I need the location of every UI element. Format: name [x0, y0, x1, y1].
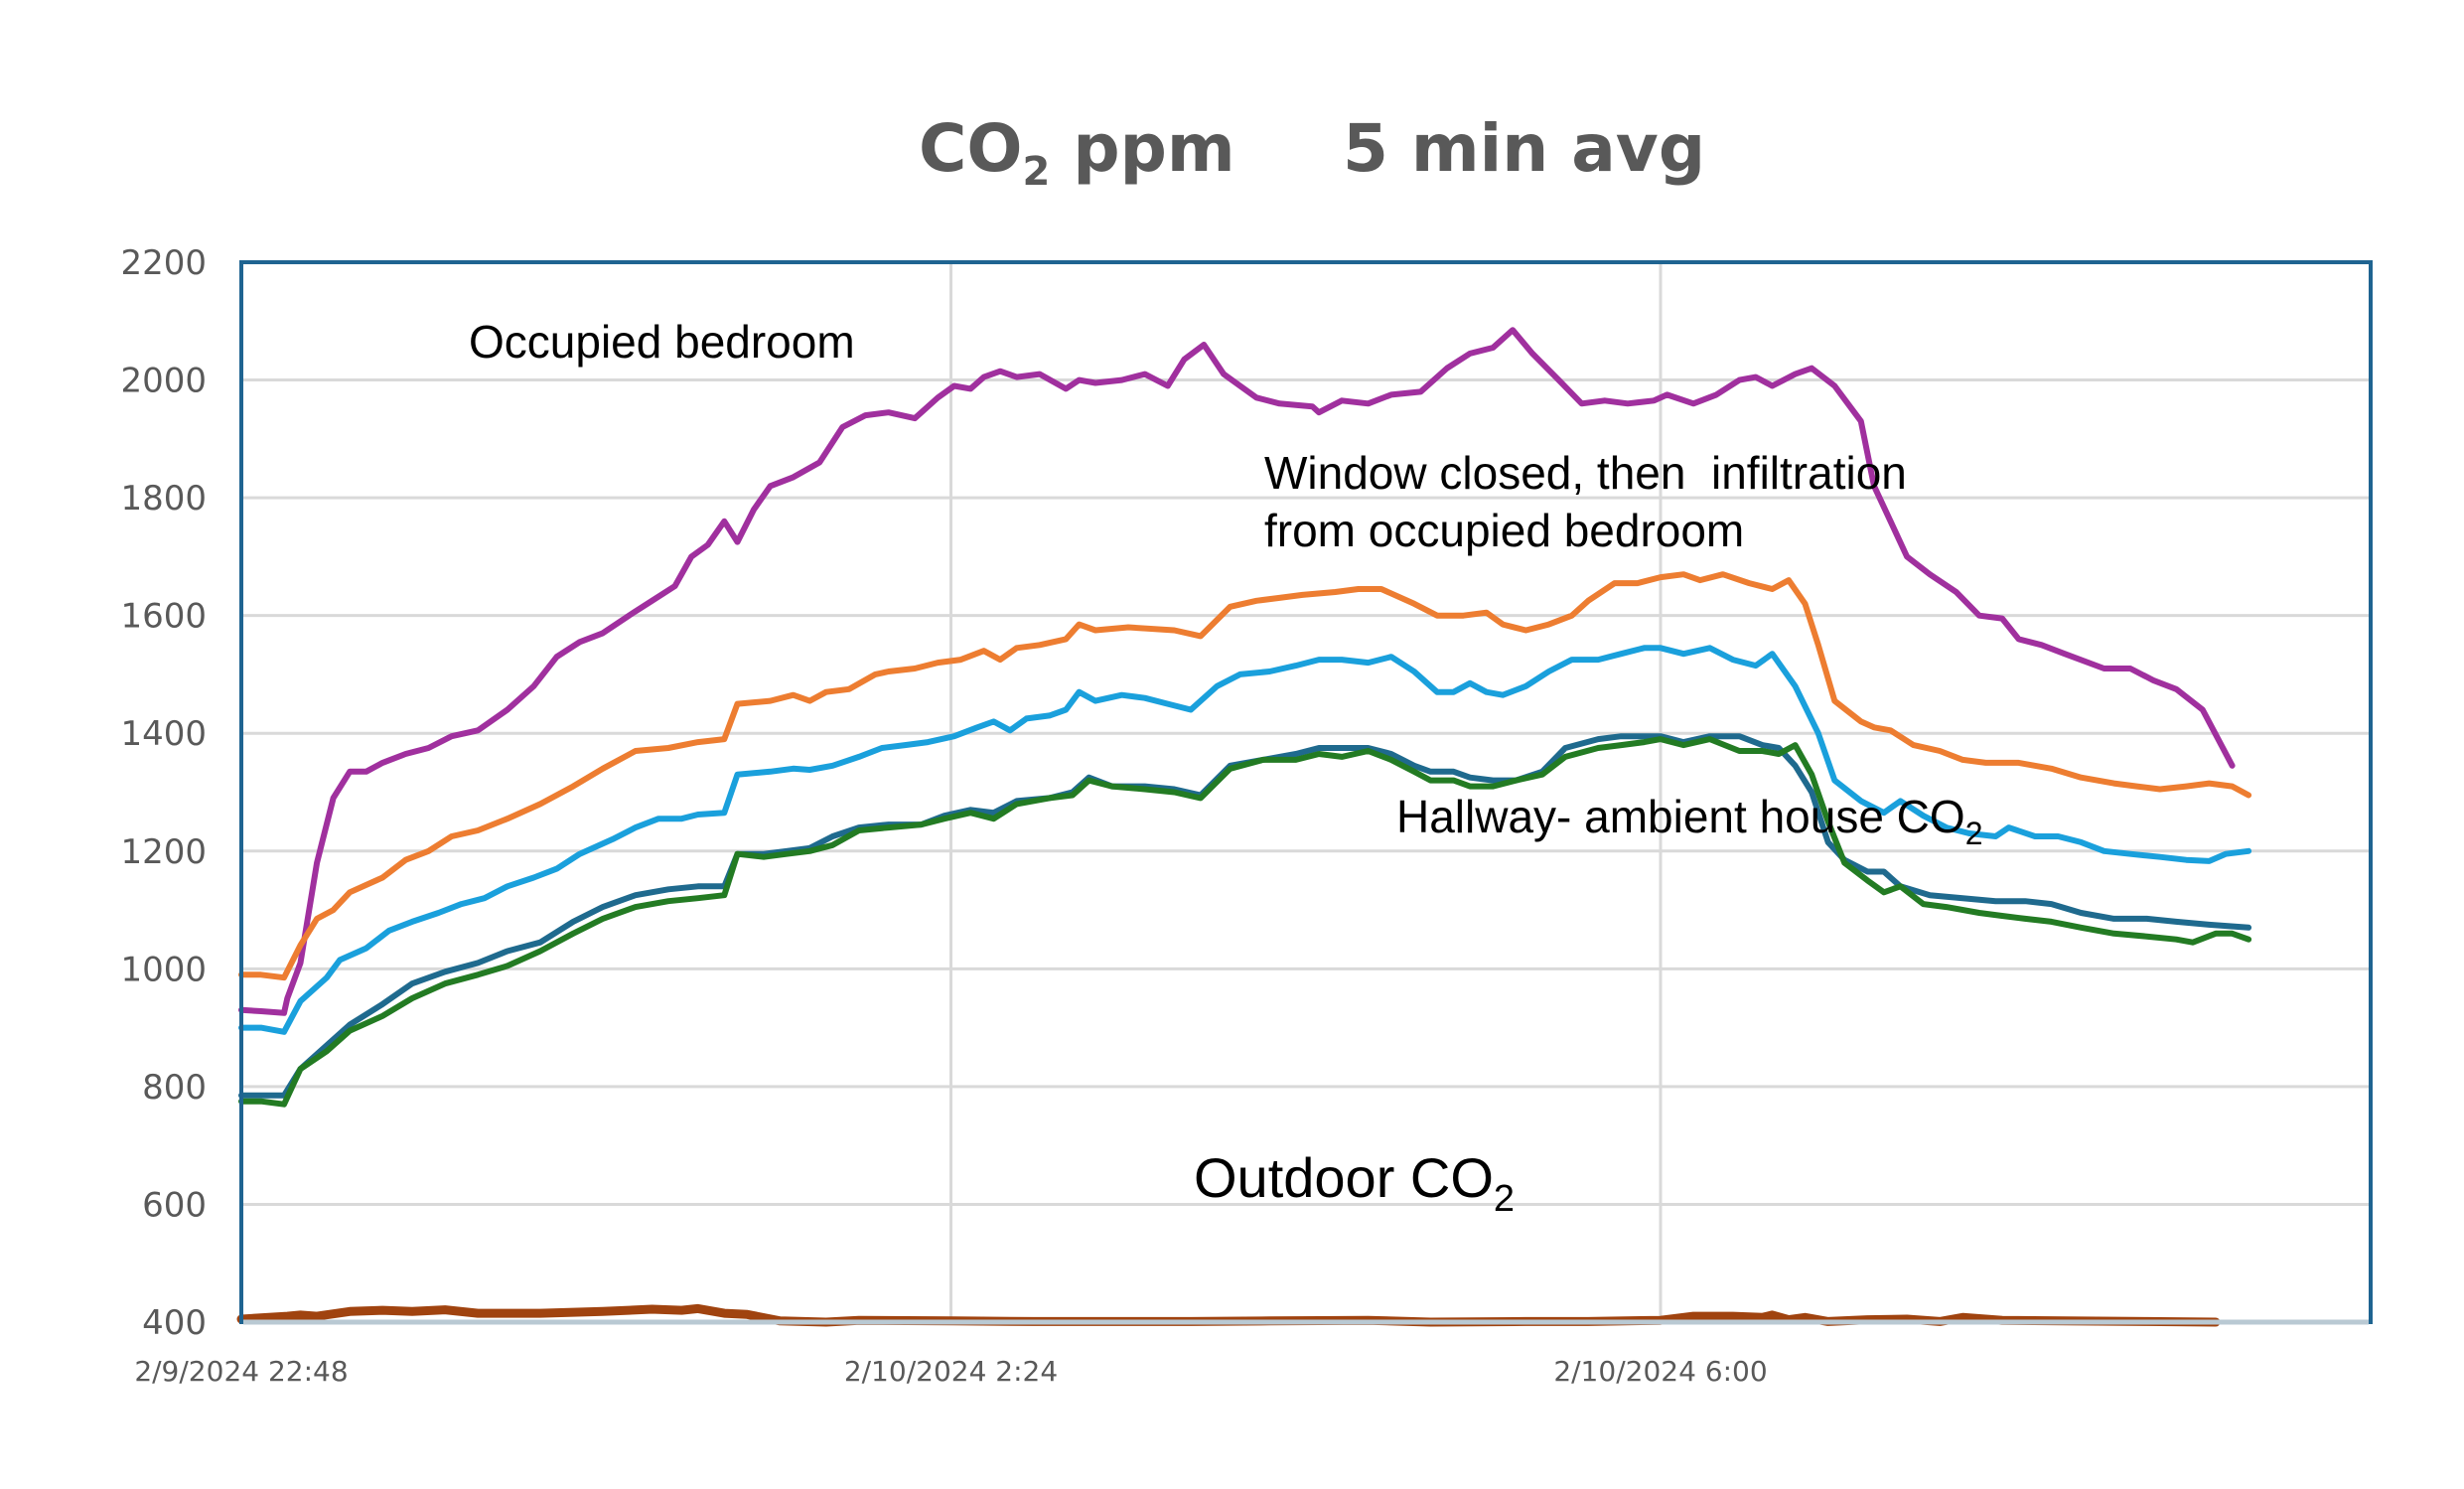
y-tick-label: 2200	[120, 243, 207, 283]
annotation-window-line-2: from occupied bedroom	[1264, 505, 1744, 556]
chart-subtitle-avg: 5 min avg	[1343, 110, 1705, 187]
y-tick-label: 400	[142, 1303, 207, 1343]
y-tick-label: 1400	[120, 714, 207, 754]
y-axis-ticks: 400 600 800 1000 1200 1400 1600 1800 2000 2200	[120, 243, 207, 1343]
x-tick-label: 2/10/2024 2:24	[844, 1355, 1058, 1388]
title-ppm: ppm	[1050, 110, 1234, 187]
annotation-outdoor-subscript: 2	[1494, 1178, 1515, 1220]
annotation-occupied-line-1: Occupied bedroom	[469, 316, 855, 368]
annotation-outdoor: Outdoor CO2	[1194, 1146, 1515, 1220]
annotation-window-line-1: Window closed, then infiltration	[1264, 447, 1907, 499]
title-subscript: 2	[1023, 149, 1051, 195]
annotation-occupied-bedroom: Occupied bedroom	[469, 316, 855, 368]
y-tick-label: 1200	[120, 832, 207, 872]
y-tick-label: 2000	[120, 362, 207, 401]
x-tick-label: 2/10/2024 6:00	[1553, 1355, 1767, 1388]
title-co: CO	[919, 110, 1023, 187]
y-tick-label: 800	[142, 1068, 207, 1108]
chart-title: CO2 ppm	[919, 110, 1235, 195]
y-tick-label: 1600	[120, 597, 207, 637]
series-line-occupied-bedroom	[238, 327, 2236, 1016]
series-line-hallway-1	[238, 733, 2252, 1099]
y-tick-label: 600	[142, 1185, 207, 1225]
x-axis-ticks: 2/9/2024 22:48 2/10/2024 2:24 2/10/2024 6:…	[134, 1355, 1767, 1388]
annotation-window-closed: Window closed, then infiltration from oc…	[1264, 447, 1920, 556]
x-tick-label: 2/9/2024 22:48	[134, 1355, 348, 1388]
y-tick-label: 1000	[120, 950, 207, 989]
series-line-bedroom-2	[238, 645, 2252, 1035]
series-line-window-closed-then-infiltration-from-occupied-bedroom	[238, 571, 2252, 981]
annotation-hallway-line-1: Hallway- ambient house CO	[1396, 791, 1965, 842]
annotation-outdoor-line-1: Outdoor CO	[1194, 1146, 1494, 1209]
series-line-hallway-2	[238, 736, 2252, 1108]
annotation-hallway-subscript: 2	[1965, 816, 1983, 851]
y-tick-label: 1800	[120, 479, 207, 519]
annotation-hallway: Hallway- ambient house CO2	[1396, 791, 1982, 851]
